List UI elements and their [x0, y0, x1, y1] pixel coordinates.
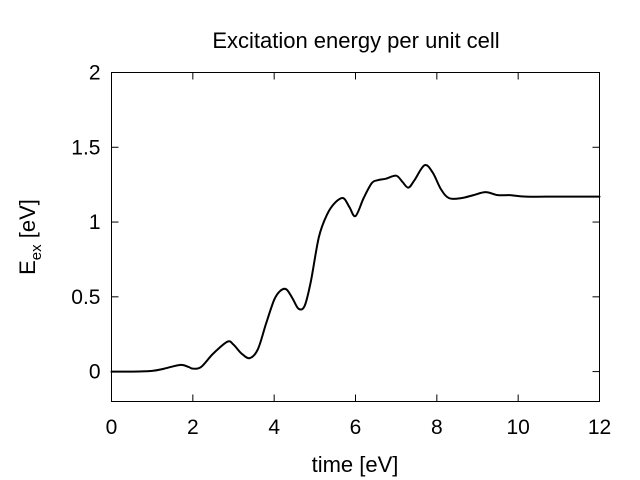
x-tick-label: 8	[431, 416, 443, 439]
x-tick-label: 2	[187, 416, 199, 439]
y-axis: 0 0.5 1 1.5 2	[71, 62, 600, 384]
x-tick-label: 12	[588, 416, 611, 439]
y-axis-label: Eex [eV]	[15, 199, 45, 275]
x-axis-label: time [eV]	[312, 452, 399, 477]
chart-title: Excitation energy per unit cell	[212, 28, 499, 53]
y-axis-label-unit: [eV]	[15, 199, 40, 244]
y-tick-label: 1.5	[71, 136, 100, 159]
x-axis: 0 2 4 6 8 10 12	[106, 72, 611, 439]
y-tick-label: 1	[89, 211, 101, 234]
x-tick-label: 6	[350, 416, 362, 439]
x-tick-label: 4	[268, 416, 280, 439]
series-line-excitation-energy	[110, 164, 601, 373]
x-tick-label: 10	[506, 416, 529, 439]
y-tick-label: 0	[89, 361, 101, 384]
y-axis-label-subscript: ex	[28, 244, 45, 260]
y-tick-label: 0.5	[71, 286, 100, 309]
plot-frame	[111, 72, 600, 402]
x-tick-label: 0	[106, 416, 118, 439]
y-axis-label-main: E	[15, 260, 40, 275]
y-tick-label: 2	[89, 62, 101, 85]
plot-area	[110, 164, 601, 373]
